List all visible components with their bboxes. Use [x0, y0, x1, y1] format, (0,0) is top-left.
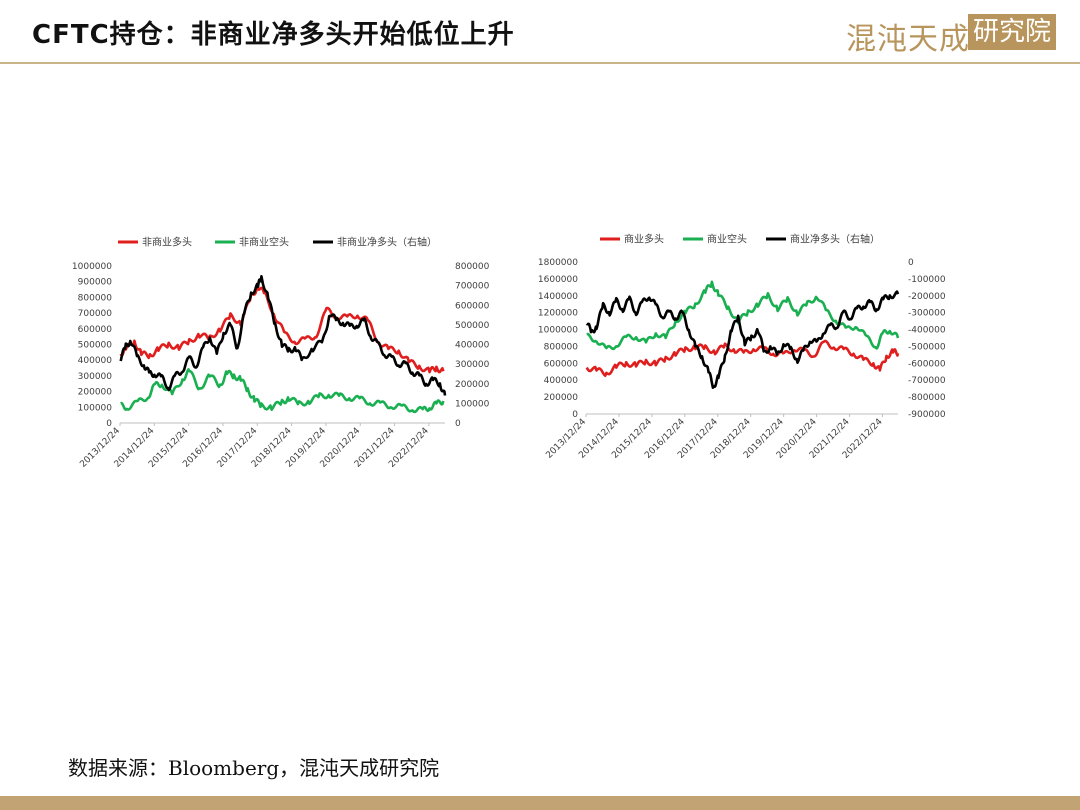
company-logo: 混沌天成 研究院 [846, 14, 1056, 57]
footer-bar [0, 796, 1080, 810]
y-left-tick-label: 400000 [544, 376, 579, 386]
legend-label-0: 非商业多头 [142, 236, 192, 249]
y-right-tick-label: -400000 [908, 326, 946, 336]
y-left-tick-label: 0 [106, 419, 112, 429]
y-right-tick-label: -900000 [908, 410, 946, 420]
y-left-tick-label: 400000 [78, 356, 113, 366]
y-left-tick-label: 1200000 [538, 309, 578, 319]
y-right-tick-label: 200000 [455, 380, 490, 390]
logo-badge-text: 研究院 [972, 17, 1051, 47]
series-line-2 [119, 274, 447, 396]
y-right-tick-label: 600000 [455, 301, 490, 311]
y-right-tick-label: 0 [455, 419, 461, 429]
series-line-1 [586, 280, 900, 351]
series-line-0 [585, 339, 900, 377]
page-title: CFTC持仓：非商业净多头开始低位上升 [32, 20, 515, 50]
y-left-tick-label: 100000 [78, 403, 113, 413]
chart-commercial: 1800000 1600000 1400000 1200000 1000000 80000… [530, 222, 960, 477]
series-line-2 [585, 290, 900, 389]
legend-label-0: 商业多头 [624, 233, 664, 246]
series-line-1 [120, 368, 445, 414]
legend-label-2: 商业净多头（右轴） [790, 233, 880, 246]
y-left-tick-label: 1400000 [538, 292, 578, 302]
y-left-tick-label: 800000 [78, 293, 113, 303]
y-right-tick-label: 500000 [455, 321, 490, 331]
series-line-0 [119, 286, 445, 374]
y-left-tick-label: 1000000 [72, 262, 112, 272]
y-left-tick-label: 700000 [78, 309, 113, 319]
y-left-tick-label: 200000 [544, 393, 579, 403]
y-right-tick-label: 800000 [455, 262, 490, 272]
y-right-tick-label: -800000 [908, 393, 946, 403]
chart-noncommercial-svg: 1000000900000800000700000600000500000400… [72, 236, 490, 470]
y-right-tick-label: 700000 [455, 282, 490, 292]
y-right-tick-label: -100000 [908, 275, 946, 285]
y-right-tick-label: -300000 [908, 309, 946, 319]
logo-badge: 研究院 [968, 14, 1056, 50]
y-left-tick-label: 500000 [78, 341, 113, 351]
y-left-tick-label: 0 [572, 410, 578, 420]
y-left-tick-label: 200000 [78, 388, 113, 398]
y-left-tick-label: 800000 [544, 342, 579, 352]
y-left-tick-label: 300000 [78, 372, 113, 382]
y-left-tick-label: 900000 [78, 278, 113, 288]
y-right-tick-label: -200000 [908, 292, 946, 302]
y-right-tick-label: 100000 [455, 399, 490, 409]
y-right-tick-label: -600000 [908, 359, 946, 369]
chart-noncommercial: 1000000 900000 800000 700000 600000 500000 400… [60, 225, 505, 495]
logo-name: 混沌天成 [846, 22, 970, 57]
y-right-tick-label: -700000 [908, 376, 946, 386]
y-right-tick-label: 400000 [455, 341, 490, 351]
y-left-tick-label: 600000 [78, 325, 113, 335]
legend-label-1: 商业空头 [707, 233, 747, 246]
legend-label-1: 非商业空头 [239, 236, 289, 249]
header-divider [0, 62, 1080, 64]
y-right-tick-label: 300000 [455, 360, 490, 370]
legend-label-2: 非商业净多头（右轴） [337, 236, 437, 249]
y-left-tick-label: 600000 [544, 359, 579, 369]
y-left-tick-label: 1800000 [538, 258, 578, 268]
y-left-tick-label: 1600000 [538, 275, 578, 285]
data-source-note: 数据来源：Bloomberg，混沌天成研究院 [68, 756, 440, 780]
y-right-tick-label: 0 [908, 258, 914, 268]
y-right-tick-label: -500000 [908, 342, 946, 352]
chart-commercial-svg: 1800000 1600000 1400000 1200000 1000000 80000… [538, 233, 946, 461]
y-left-tick-label: 1000000 [538, 326, 578, 336]
